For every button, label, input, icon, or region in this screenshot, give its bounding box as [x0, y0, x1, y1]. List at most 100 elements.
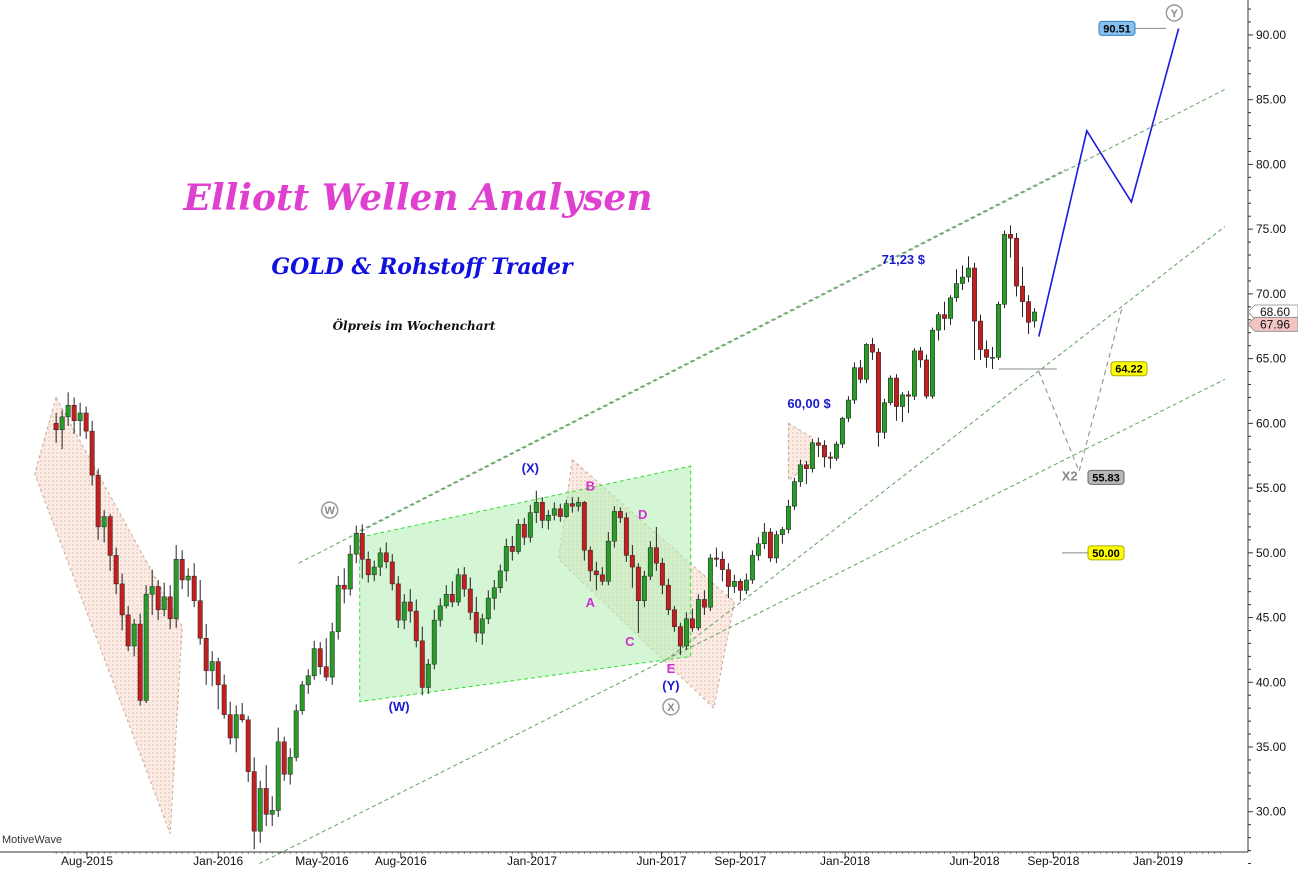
- candle: [749, 550, 755, 584]
- candle-body: [437, 605, 443, 621]
- x-tick-label: Jan-2019: [1133, 854, 1183, 868]
- candle-body: [635, 566, 641, 601]
- candle-body: [936, 314, 941, 331]
- candle: [888, 375, 893, 406]
- wave-label: X2: [1062, 468, 1078, 483]
- candle-body: [912, 350, 917, 397]
- candle-body: [773, 534, 779, 559]
- candle-body: [569, 503, 575, 507]
- axis-price-tag-prev: 67.96: [1247, 316, 1298, 332]
- candle-body: [581, 502, 587, 551]
- candle-body: [293, 710, 299, 758]
- candle: [563, 499, 569, 518]
- price-tag-label: 55.83: [1092, 472, 1120, 484]
- price-tag: 64.22: [1110, 361, 1148, 377]
- candle: [689, 608, 695, 632]
- projection-bullish-path: [1038, 28, 1180, 337]
- candle-body: [683, 618, 689, 647]
- candle: [912, 348, 917, 401]
- candle: [275, 727, 281, 817]
- candle-body: [347, 553, 353, 590]
- candle: [593, 561, 599, 591]
- candle: [365, 551, 371, 583]
- candle-body: [425, 663, 431, 688]
- candle: [942, 301, 947, 331]
- candle: [785, 499, 791, 534]
- y-tick-label: 65.00: [1256, 352, 1286, 366]
- candle: [479, 613, 485, 645]
- candle-body: [491, 587, 497, 599]
- candle: [161, 582, 167, 617]
- candle: [972, 262, 977, 360]
- candle-body: [719, 559, 725, 570]
- candle: [437, 598, 443, 627]
- candle-body: [599, 574, 605, 582]
- candle-body: [815, 442, 821, 446]
- candle-body: [479, 618, 485, 634]
- candle-body: [930, 329, 935, 397]
- candle-body: [95, 474, 101, 528]
- x-tick-label: Jan-2016: [193, 854, 243, 868]
- x-tick-label: Jun-2017: [636, 854, 686, 868]
- candle: [719, 551, 725, 582]
- candle: [930, 327, 935, 399]
- candle: [491, 580, 497, 610]
- candle: [155, 580, 161, 621]
- candle-body: [221, 684, 227, 715]
- candle: [341, 568, 347, 604]
- candle-body: [497, 570, 503, 589]
- candle-body: [209, 661, 215, 671]
- pink-channel-0: [34, 396, 183, 834]
- price-annotation: 60,00 $: [787, 396, 831, 411]
- candle: [425, 658, 431, 694]
- candle-body: [623, 517, 629, 556]
- candle: [918, 346, 923, 368]
- candle-body: [803, 464, 809, 469]
- candle-body: [677, 626, 683, 647]
- candle-body: [101, 516, 107, 528]
- candle-body: [996, 303, 1001, 358]
- candle-body: [161, 596, 167, 611]
- wave-label-circle: X: [662, 698, 680, 716]
- candle: [239, 702, 245, 723]
- candle-body: [755, 543, 761, 556]
- wave-label: (W): [389, 699, 410, 714]
- wave-label: (Y): [662, 678, 679, 693]
- candle: [209, 651, 215, 687]
- candle: [263, 765, 269, 826]
- candle: [185, 568, 191, 597]
- candle-body: [833, 443, 839, 459]
- candle-body: [377, 552, 383, 568]
- wave-label: C: [625, 634, 635, 649]
- axis-price-tag-box: [1247, 316, 1298, 332]
- candle-body: [197, 600, 203, 639]
- x-tick-label: May-2016: [295, 854, 349, 868]
- candle-body: [323, 666, 329, 678]
- candle: [131, 618, 137, 657]
- wave-label-circle: Y: [1165, 4, 1184, 22]
- candle-body: [785, 505, 791, 530]
- candle-body: [65, 404, 71, 418]
- candle: [89, 420, 95, 486]
- candle: [317, 642, 323, 675]
- chart-title: Elliott Wellen Analysen: [182, 177, 652, 219]
- candle: [936, 312, 941, 341]
- candle: [119, 573, 125, 631]
- candle: [954, 269, 959, 302]
- candle-body: [143, 593, 149, 701]
- candle-body: [257, 788, 263, 832]
- candle: [605, 532, 611, 586]
- candle: [203, 624, 209, 685]
- candle-body: [984, 349, 989, 358]
- candle: [521, 517, 527, 546]
- candle-body: [761, 531, 767, 544]
- candle: [353, 525, 359, 564]
- candle-body: [990, 357, 995, 359]
- candle: [725, 563, 731, 599]
- candle-body: [659, 562, 665, 586]
- candle-body: [1020, 285, 1025, 302]
- candle: [809, 438, 815, 473]
- candle: [191, 563, 197, 608]
- y-tick-label: 35.00: [1256, 740, 1286, 754]
